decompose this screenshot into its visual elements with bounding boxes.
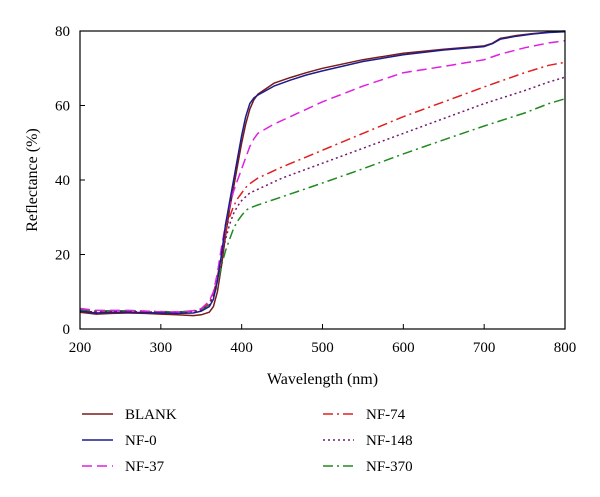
plot-area <box>79 30 566 317</box>
x-tick-label: 700 <box>473 340 496 356</box>
legend-label-blank: BLANK <box>125 407 177 423</box>
y-tick-label: 80 <box>55 24 70 40</box>
legend-label-nf-370: NF-370 <box>366 459 413 475</box>
axes: 200 300 400 500 600 700 800 0 20 40 60 80 <box>55 24 576 356</box>
x-tick-label: 600 <box>392 340 415 356</box>
plot-frame <box>79 30 566 330</box>
series-line-nf-370 <box>79 98 566 313</box>
legend-label-nf-37: NF-37 <box>125 459 165 475</box>
x-axis-label: Wavelength (nm) <box>267 371 378 388</box>
series-line-nf-37 <box>79 39 566 313</box>
series-line-blank <box>79 30 566 317</box>
legend-label-nf-74: NF-74 <box>366 407 406 423</box>
x-tick-label: 300 <box>150 340 173 356</box>
y-tick-label: 40 <box>55 173 70 189</box>
y-tick-label: 60 <box>55 99 70 115</box>
x-tick-label: 500 <box>311 340 334 356</box>
series-line-nf-74 <box>79 61 566 313</box>
x-tick-label: 400 <box>230 340 253 356</box>
y-tick-label: 0 <box>63 322 71 338</box>
legend-label-nf-0: NF-0 <box>125 433 157 449</box>
legend: BLANK NF-0 NF-37 NF-74 NF-148 NF-370 <box>82 407 413 475</box>
y-tick-label: 20 <box>55 248 70 264</box>
series-line-nf-0 <box>79 30 566 315</box>
legend-label-nf-148: NF-148 <box>366 433 413 449</box>
x-tick-label: 200 <box>69 340 92 356</box>
y-axis-label: Reflectance (%) <box>24 128 41 231</box>
series-line-nf-148 <box>79 76 566 313</box>
x-tick-label: 800 <box>554 340 577 356</box>
